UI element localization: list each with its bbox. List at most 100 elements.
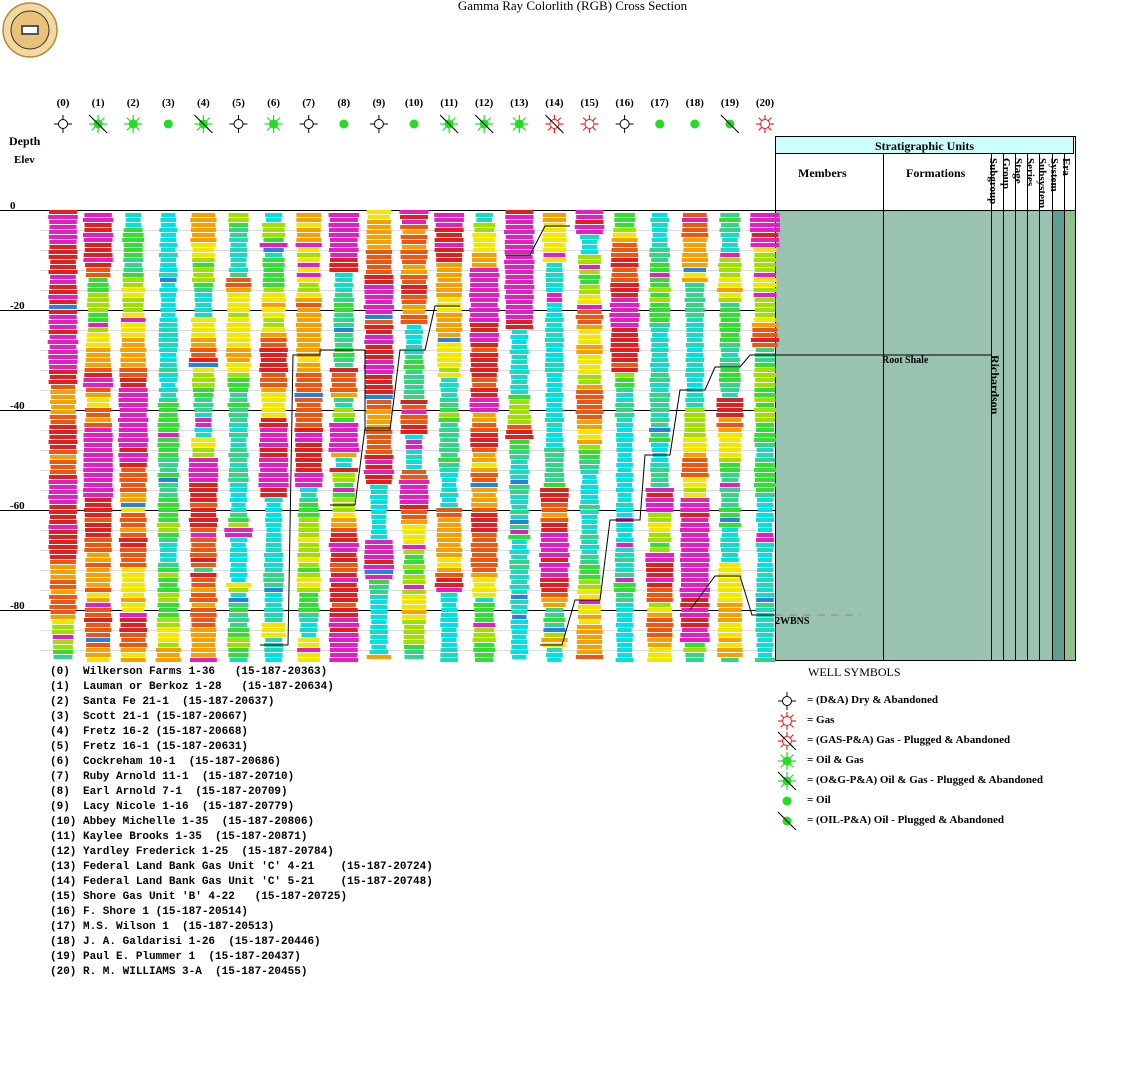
geological-survey-seal-icon — [2, 2, 58, 58]
well-colorlith-11 — [434, 213, 465, 662]
well-colorlith-17 — [645, 213, 675, 662]
well-symbol-dry-abandoned-icon — [299, 115, 318, 133]
well-colorlith-12 — [469, 213, 500, 662]
well-legend-entry: (11) Kaylee Brooks 1-35 (15-187-20871) — [50, 831, 308, 843]
stratigraphic-units-panel: Stratigraphic Units Members Formations S… — [775, 136, 1075, 660]
well-colorlith-13 — [504, 210, 535, 659]
well-legend-entry: (19) Paul E. Plummer 1 (15-187-20437) — [50, 951, 301, 963]
well-symbol-oil-gas-icon — [264, 115, 283, 133]
system-column-header: System — [1048, 158, 1060, 192]
well-legend-entry: (14) Federal Land Bank Gas Unit 'C' 5-21… — [50, 876, 433, 888]
well-number-17: (17) — [650, 97, 669, 109]
well-legend: (0) Wilkerson Farms 1-36 (15-187-20363) (… — [50, 665, 433, 980]
well-colorlith-8 — [328, 213, 360, 662]
well-colorlith-1 — [82, 213, 114, 662]
symbol-legend-svg — [777, 811, 797, 831]
symbol-legend-label: = Oil & Gas — [807, 754, 864, 766]
well-number-19: (19) — [720, 97, 740, 109]
symbol-legend-svg — [778, 712, 796, 730]
stage-column-header: Stage — [1012, 158, 1024, 184]
twbns-label: 2WBNS — [775, 616, 810, 627]
well-symbol-oil-gas-pa-icon — [474, 114, 494, 134]
series-column-header: Series — [1024, 158, 1036, 187]
system-column-fill — [1052, 210, 1064, 660]
symbol-legend-row-oil-gas: = Oil & Gas — [776, 751, 1096, 771]
well-number-9: (9) — [372, 97, 386, 109]
formations-column-header: Formations — [906, 166, 966, 180]
depth-tick-label: -60 — [10, 500, 25, 512]
well-symbol-gas-pa-icon — [545, 114, 564, 134]
well-legend-entry: (18) J. A. Galdarisi 1-26 (15-187-20446) — [50, 936, 321, 948]
well-number-10: (10) — [404, 97, 424, 109]
well-colorlith-16 — [609, 213, 640, 662]
well-legend-entry: (12) Yardley Frederick 1-25 (15-187-2078… — [50, 846, 334, 858]
well-symbol-oil-icon — [339, 119, 349, 129]
well-colorlith-19 — [716, 213, 744, 662]
well-number-15: (15) — [580, 97, 599, 109]
well-symbol-oil-gas-pa-icon — [88, 114, 108, 134]
depth-tick-label: -80 — [10, 600, 25, 612]
depth-tick-label: -20 — [10, 300, 25, 312]
symbol-legend-label: = (GAS-P&A) Gas - Plugged & Abandoned — [807, 734, 1011, 746]
well-symbol-oil-icon — [655, 119, 665, 129]
well-symbol-dry-abandoned-icon — [229, 115, 248, 133]
oil-gas-pa-icon — [777, 771, 797, 791]
era-column-header: Era — [1060, 158, 1072, 176]
symbol-legend-svg — [782, 796, 792, 806]
well-colorlith-0 — [47, 210, 79, 659]
dry-abandoned-icon — [778, 692, 796, 710]
root-shale-label: Root Shale — [882, 355, 929, 366]
well-symbol-dry-abandoned-icon — [615, 115, 634, 133]
stratigraphic-units-header: Stratigraphic Units — [775, 136, 1074, 154]
gas-pa-icon — [777, 731, 797, 751]
well-legend-entry: (1) Lauman or Berkoz 1-28 (15-187-20634) — [50, 681, 334, 693]
well-legend-entry: (4) Fretz 16-2 (15-187-20668) — [50, 726, 249, 738]
well-number-16: (16) — [615, 97, 634, 109]
well-number-5: (5) — [232, 97, 245, 109]
depth-tick-label: 0 — [10, 200, 16, 212]
symbol-legend-svg — [778, 752, 796, 770]
well-colorlith-6 — [258, 213, 289, 662]
well-colorlith-2 — [118, 213, 149, 662]
well-number-18: (18) — [685, 97, 704, 109]
well-legend-entry: (10) Abbey Michelle 1-35 (15-187-20806) — [50, 816, 315, 828]
well-colorlith-10 — [398, 210, 430, 659]
well-legend-entry: (3) Scott 21-1 (15-187-20667) — [50, 711, 249, 723]
symbol-legend-row-gas: = Gas — [776, 711, 1096, 731]
well-symbol-dry-abandoned-icon — [54, 115, 72, 133]
page-title: Gamma Ray Colorlith (RGB) Cross Section — [457, 0, 688, 13]
well-colorlith-14 — [539, 213, 570, 662]
correlation-lines — [260, 225, 991, 646]
well-number-11: (11) — [440, 97, 458, 109]
well-symbol-oil-gas-icon — [510, 115, 529, 133]
well-legend-entry: (8) Earl Arnold 7-1 (15-187-20709) — [50, 786, 288, 798]
well-symbol-oil-gas-pa-icon — [439, 114, 459, 134]
symbol-legend-row-gas-pa: = (GAS-P&A) Gas - Plugged & Abandoned — [776, 731, 1096, 751]
era-column-fill — [1064, 210, 1075, 660]
well-number-7: (7) — [302, 97, 316, 109]
strat-grid-lines — [775, 136, 1076, 661]
depth-tick-label: -40 — [10, 400, 25, 412]
well-legend-entry: (13) Federal Land Bank Gas Unit 'C' 4-21… — [50, 861, 433, 873]
well-symbol-oil-pa-icon — [720, 114, 740, 134]
symbol-legend-label: = Oil — [807, 794, 831, 806]
oil-gas-icon — [778, 752, 796, 770]
group-column-header: Group — [1000, 158, 1012, 189]
symbol-legend-label: = (D&A) Dry & Abandoned — [807, 694, 938, 706]
well-legend-entry: (2) Santa Fe 21-1 (15-187-20637) — [50, 696, 275, 708]
well-number-20: (20) — [755, 97, 775, 109]
subsystem-column-header: Subsystem — [1036, 158, 1048, 209]
symbol-legend-label: = Gas — [807, 714, 835, 726]
well-number-0: (0) — [56, 97, 70, 109]
elev-header: Elev — [14, 154, 35, 166]
well-colorlith-20 — [749, 213, 781, 662]
well-symbol-oil-icon — [690, 119, 700, 129]
well-colorlith-18 — [679, 213, 710, 662]
well-legend-entry: (5) Fretz 16-1 (15-187-20631) — [50, 741, 249, 753]
well-colorlith-3 — [155, 213, 182, 662]
well-symbol-oil-gas-icon — [124, 115, 143, 133]
oil-icon — [782, 796, 792, 806]
strat-column-fill — [775, 210, 1075, 660]
well-symbol-gas-icon — [580, 115, 599, 133]
